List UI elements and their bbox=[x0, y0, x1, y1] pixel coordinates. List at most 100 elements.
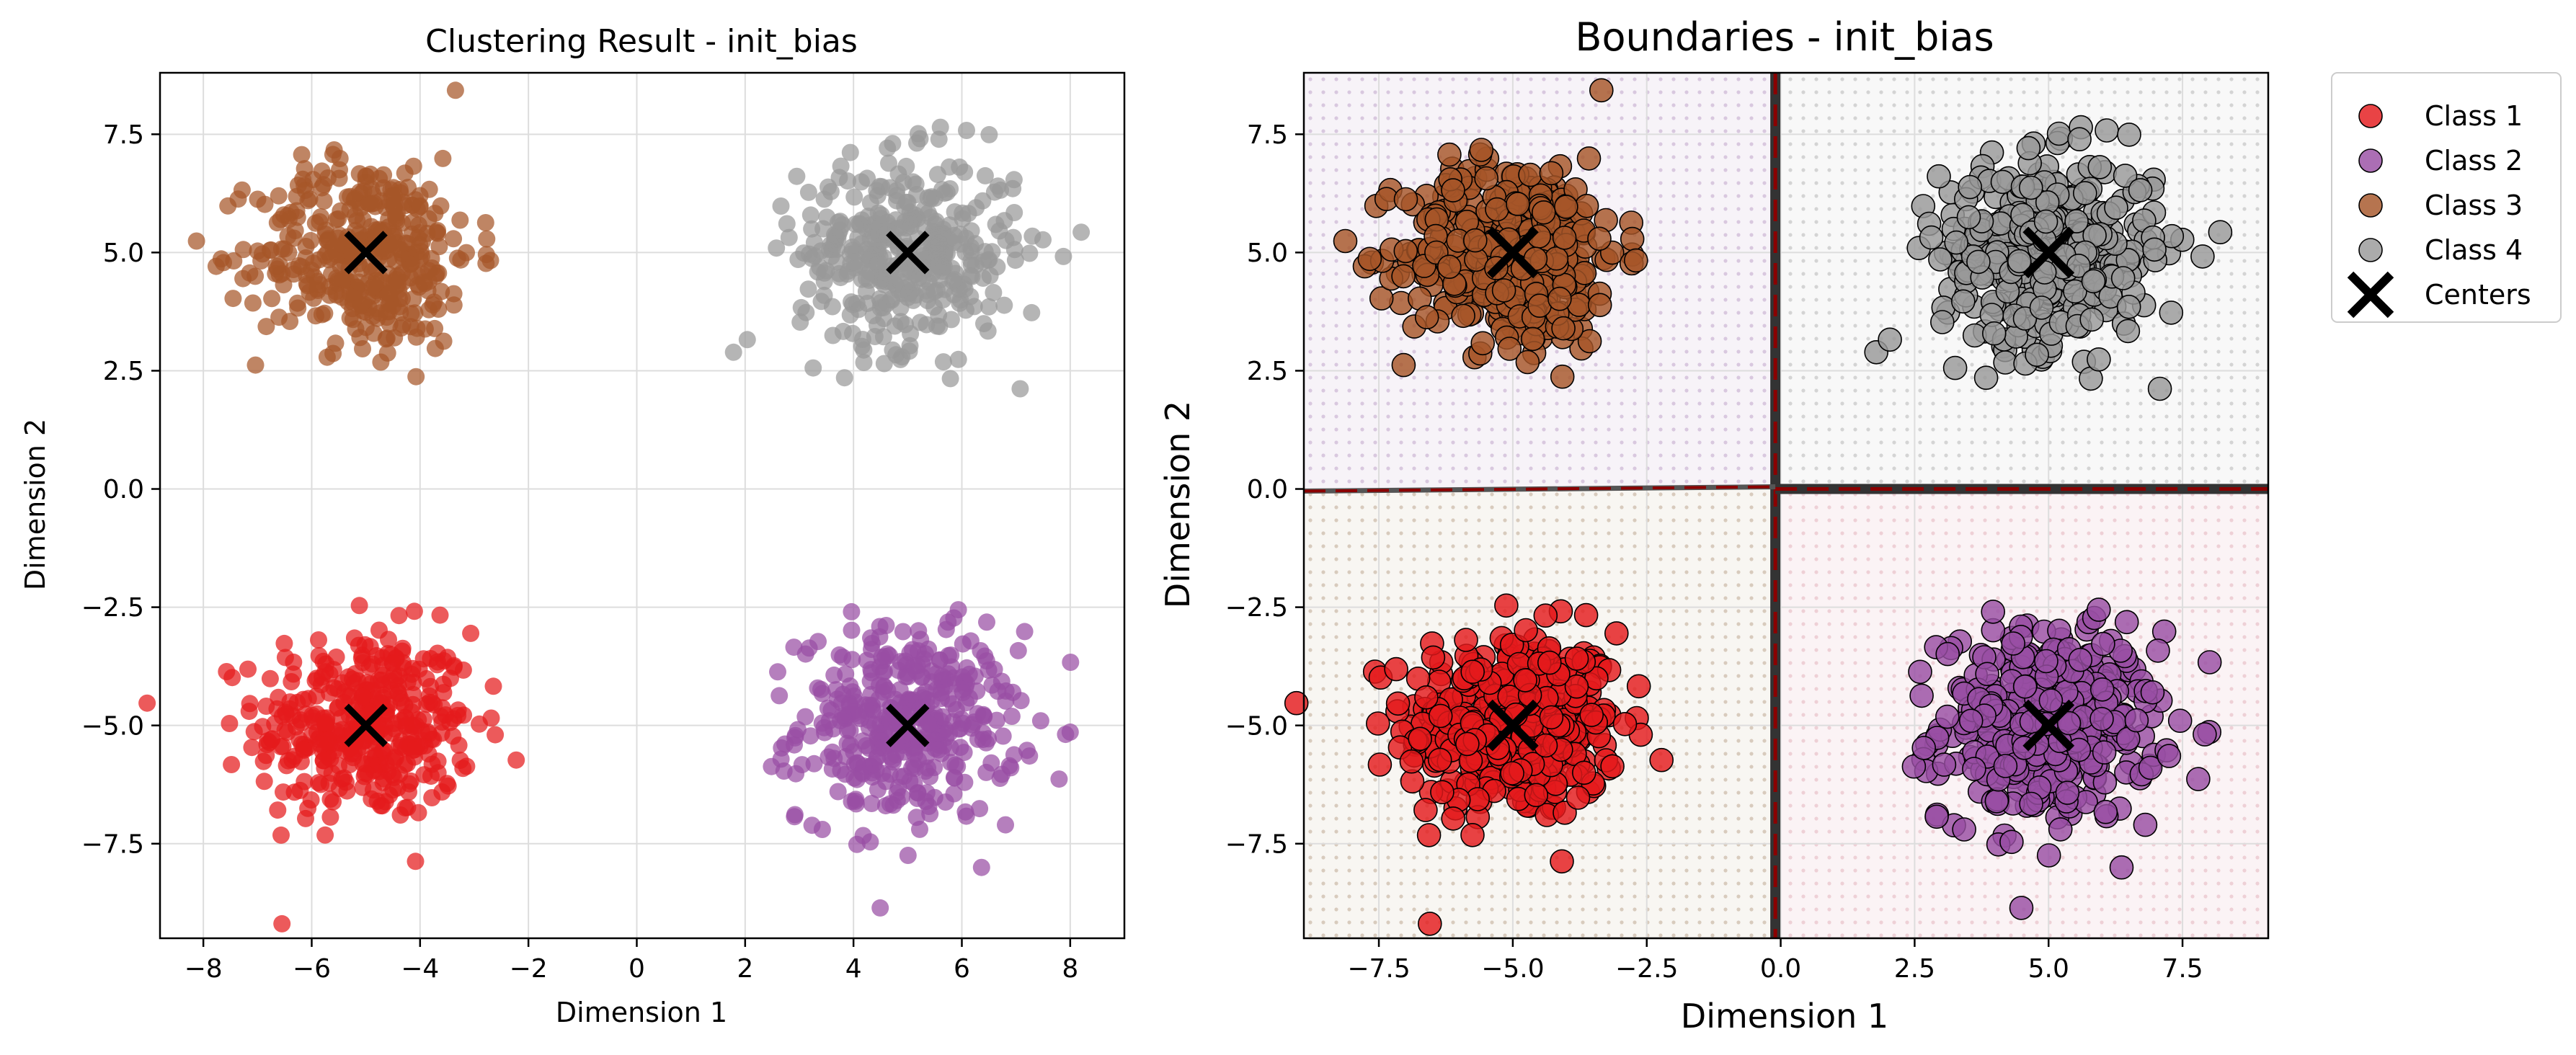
mesh-dot bbox=[1620, 298, 1624, 302]
mesh-dot bbox=[1749, 583, 1754, 587]
mesh-dot bbox=[1697, 570, 1702, 574]
mesh-dot bbox=[2242, 557, 2247, 561]
mesh-dot bbox=[1970, 401, 1974, 406]
mesh-dot bbox=[1671, 440, 1676, 445]
mesh-dot bbox=[1321, 285, 1325, 289]
mesh-dot bbox=[2009, 77, 2013, 81]
clustering-point-s0-298 bbox=[471, 715, 488, 733]
clustering-point-s0-357 bbox=[276, 649, 294, 667]
clustering-point-s1-43 bbox=[997, 816, 1014, 834]
mesh-dot bbox=[1399, 103, 1403, 107]
mesh-dot bbox=[1503, 362, 1507, 367]
mesh-dot bbox=[1607, 440, 1611, 445]
mesh-dot bbox=[1684, 466, 1689, 471]
mesh-dot bbox=[1814, 414, 1818, 419]
mesh-dot bbox=[1658, 337, 1663, 341]
mesh-dot bbox=[1684, 609, 1689, 613]
mesh-dot bbox=[1308, 207, 1313, 211]
clustering-point-s0-307 bbox=[284, 707, 302, 725]
mesh-dot bbox=[1853, 181, 1857, 185]
mesh-dot bbox=[1749, 77, 1754, 81]
mesh-dot bbox=[1399, 129, 1403, 133]
clustering-point-s0-231 bbox=[390, 607, 408, 625]
mesh-dot bbox=[1957, 324, 1961, 328]
mesh-dot bbox=[1438, 414, 1442, 419]
mesh-dot bbox=[1555, 479, 1559, 484]
mesh-dot bbox=[1542, 155, 1546, 159]
mesh-dot bbox=[1399, 155, 1403, 159]
mesh-dot bbox=[2203, 129, 2208, 133]
mesh-dot bbox=[1438, 375, 1442, 380]
mesh-dot bbox=[1749, 479, 1754, 484]
mesh-dot bbox=[2203, 103, 2208, 107]
clustering-point-s1-368 bbox=[848, 770, 866, 788]
mesh-dot bbox=[1814, 350, 1818, 354]
mesh-dot bbox=[1983, 350, 1987, 354]
mesh-dot bbox=[2164, 362, 2169, 367]
mesh-dot bbox=[2022, 505, 2026, 509]
mesh-dot bbox=[1970, 77, 1974, 81]
mesh-dot bbox=[1723, 324, 1728, 328]
clustering-point-s0-313 bbox=[400, 775, 418, 793]
mesh-dot bbox=[1386, 337, 1390, 341]
mesh-dot bbox=[1321, 155, 1325, 159]
mesh-dot bbox=[1555, 557, 1559, 561]
mesh-dot bbox=[1347, 544, 1351, 548]
mesh-dot bbox=[1866, 518, 1870, 522]
mesh-dot bbox=[1749, 116, 1754, 120]
mesh-dot bbox=[1762, 77, 1767, 81]
mesh-dot bbox=[1918, 311, 1922, 315]
mesh-dot bbox=[1607, 557, 1611, 561]
mesh-dot bbox=[1425, 531, 1429, 535]
mesh-dot bbox=[1723, 453, 1728, 458]
mesh-dot bbox=[2229, 505, 2234, 509]
mesh-dot bbox=[1957, 337, 1961, 341]
mesh-dot bbox=[1308, 246, 1313, 250]
mesh-dot bbox=[1321, 350, 1325, 354]
mesh-dot bbox=[1633, 453, 1637, 458]
mesh-dot bbox=[1360, 285, 1364, 289]
mesh-dot bbox=[1892, 609, 1896, 613]
mesh-dot bbox=[2190, 272, 2195, 276]
mesh-dot bbox=[2151, 609, 2156, 613]
mesh-dot bbox=[1464, 427, 1468, 432]
mesh-dot bbox=[1788, 116, 1793, 120]
mesh-dot bbox=[1373, 505, 1377, 509]
mesh-dot bbox=[2229, 414, 2234, 419]
mesh-dot bbox=[1814, 596, 1818, 600]
mesh-dot bbox=[1892, 635, 1896, 639]
mesh-dot bbox=[1373, 492, 1377, 497]
clustering-point-s3-320 bbox=[791, 313, 809, 331]
clustering-point-s3-399 bbox=[944, 272, 962, 290]
clustering-point-s0-246 bbox=[391, 806, 409, 824]
mesh-dot bbox=[1633, 466, 1637, 471]
mesh-dot bbox=[2100, 557, 2104, 561]
mesh-dot bbox=[1931, 557, 1935, 561]
clustering-point-s3-316 bbox=[878, 295, 896, 313]
mesh-dot bbox=[2255, 272, 2260, 276]
mesh-dot bbox=[2022, 77, 2026, 81]
mesh-dot bbox=[1879, 596, 1883, 600]
mesh-dot bbox=[1399, 77, 1403, 81]
mesh-dot bbox=[2229, 90, 2234, 94]
mesh-dot bbox=[1697, 337, 1702, 341]
clustering-point-s1-234 bbox=[763, 757, 781, 775]
mesh-dot bbox=[1944, 414, 1948, 419]
mesh-dot bbox=[1814, 518, 1818, 522]
clustering-point-s2-380 bbox=[325, 141, 343, 159]
mesh-dot bbox=[1477, 505, 1481, 509]
mesh-dot bbox=[2061, 544, 2065, 548]
mesh-dot bbox=[1710, 570, 1715, 574]
mesh-dot bbox=[1736, 298, 1741, 302]
mesh-dot bbox=[1801, 77, 1806, 81]
mesh-dot bbox=[2074, 479, 2078, 484]
mesh-dot bbox=[1957, 168, 1961, 172]
mesh-dot bbox=[1451, 414, 1455, 419]
clustering-point-s1-365 bbox=[918, 784, 936, 802]
mesh-dot bbox=[2035, 583, 2039, 587]
clustering-point-s1-289 bbox=[972, 858, 990, 876]
mesh-dot bbox=[1905, 311, 1909, 315]
mesh-dot bbox=[1840, 116, 1844, 120]
mesh-dot bbox=[1347, 648, 1351, 652]
mesh-dot bbox=[1568, 492, 1572, 497]
